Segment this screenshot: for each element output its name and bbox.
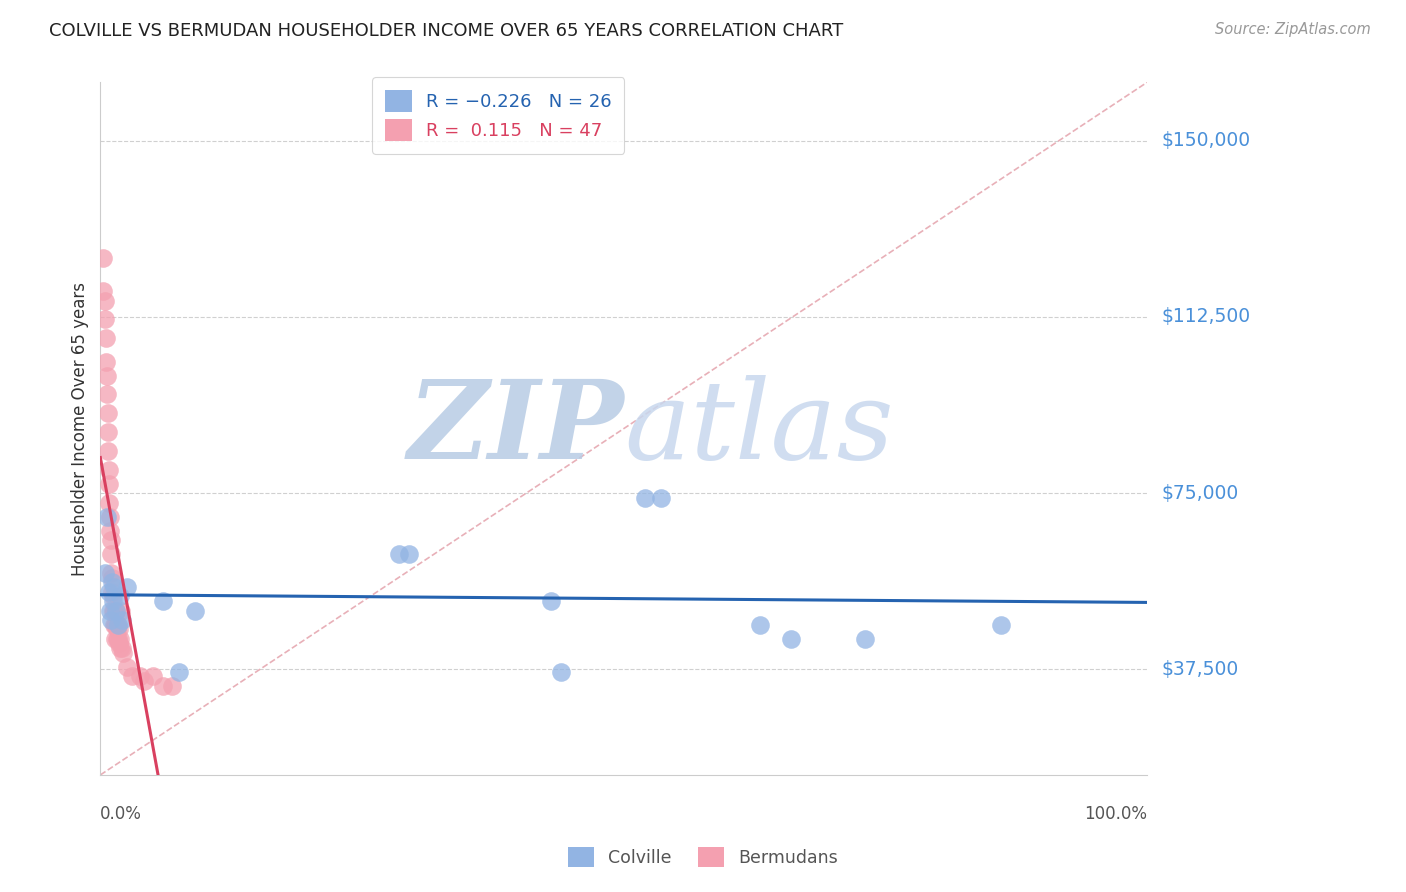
Point <box>134 673 156 688</box>
Point <box>110 590 132 604</box>
Point <box>96 387 118 401</box>
Point <box>97 495 120 509</box>
Point <box>634 491 657 505</box>
Point <box>111 613 134 627</box>
Point <box>104 617 127 632</box>
Point <box>93 312 115 326</box>
Point <box>97 462 120 476</box>
Point <box>100 547 122 561</box>
Point <box>107 632 129 646</box>
Text: 0.0%: 0.0% <box>100 805 142 823</box>
Point <box>104 632 127 646</box>
Point <box>110 641 132 656</box>
Point <box>103 617 125 632</box>
Y-axis label: Householder Income Over 65 years: Householder Income Over 65 years <box>72 282 89 575</box>
Point <box>107 617 129 632</box>
Point <box>105 623 128 637</box>
Point <box>110 632 132 646</box>
Point <box>129 669 152 683</box>
Point <box>853 632 876 646</box>
Point <box>93 284 115 298</box>
Point <box>183 603 205 617</box>
Point <box>650 491 672 505</box>
Text: atlas: atlas <box>624 375 893 483</box>
Point <box>550 665 572 679</box>
Point <box>388 547 411 561</box>
Point <box>105 632 128 646</box>
Point <box>100 566 122 580</box>
Point <box>93 293 115 308</box>
Point <box>101 584 124 599</box>
Point <box>152 679 174 693</box>
Point <box>108 623 131 637</box>
Point <box>105 603 128 617</box>
Point <box>97 476 120 491</box>
Point <box>990 617 1012 632</box>
Point <box>96 368 118 383</box>
Point <box>94 331 117 345</box>
Point <box>105 603 128 617</box>
Point <box>98 524 121 538</box>
Text: 100.0%: 100.0% <box>1084 805 1147 823</box>
Point <box>100 613 122 627</box>
Point <box>98 509 121 524</box>
Point <box>103 580 125 594</box>
Point <box>101 575 124 590</box>
Point <box>780 632 803 646</box>
Text: $112,500: $112,500 <box>1161 308 1250 326</box>
Point <box>97 584 120 599</box>
Point <box>101 590 124 604</box>
Point <box>98 603 121 617</box>
Point <box>100 533 122 547</box>
Text: $37,500: $37,500 <box>1161 660 1239 679</box>
Point <box>167 665 190 679</box>
Point <box>142 669 165 683</box>
Point <box>96 509 118 524</box>
Point <box>97 443 120 458</box>
Point <box>112 646 135 660</box>
Point <box>152 594 174 608</box>
Point <box>115 580 138 594</box>
Point <box>94 354 117 368</box>
Point <box>540 594 562 608</box>
Point <box>93 252 115 266</box>
Point <box>108 636 131 650</box>
Point <box>97 406 120 420</box>
Point <box>160 679 183 693</box>
Legend: Colville, Bermudans: Colville, Bermudans <box>561 840 845 874</box>
Point <box>101 603 124 617</box>
Point <box>101 571 124 585</box>
Text: $75,000: $75,000 <box>1161 483 1239 502</box>
Point <box>101 594 124 608</box>
Point <box>93 566 115 580</box>
Point <box>110 603 132 617</box>
Point <box>398 547 420 561</box>
Point <box>97 425 120 439</box>
Point <box>111 641 134 656</box>
Point <box>105 617 128 632</box>
Point <box>107 617 129 632</box>
Point <box>103 603 125 617</box>
Point <box>115 660 138 674</box>
Legend: R = −0.226   N = 26, R =  0.115   N = 47: R = −0.226 N = 26, R = 0.115 N = 47 <box>373 78 624 154</box>
Text: Source: ZipAtlas.com: Source: ZipAtlas.com <box>1215 22 1371 37</box>
Text: COLVILLE VS BERMUDAN HOUSEHOLDER INCOME OVER 65 YEARS CORRELATION CHART: COLVILLE VS BERMUDAN HOUSEHOLDER INCOME … <box>49 22 844 40</box>
Point <box>749 617 772 632</box>
Text: $150,000: $150,000 <box>1161 131 1250 151</box>
Text: ZIP: ZIP <box>408 375 624 483</box>
Point <box>121 669 143 683</box>
